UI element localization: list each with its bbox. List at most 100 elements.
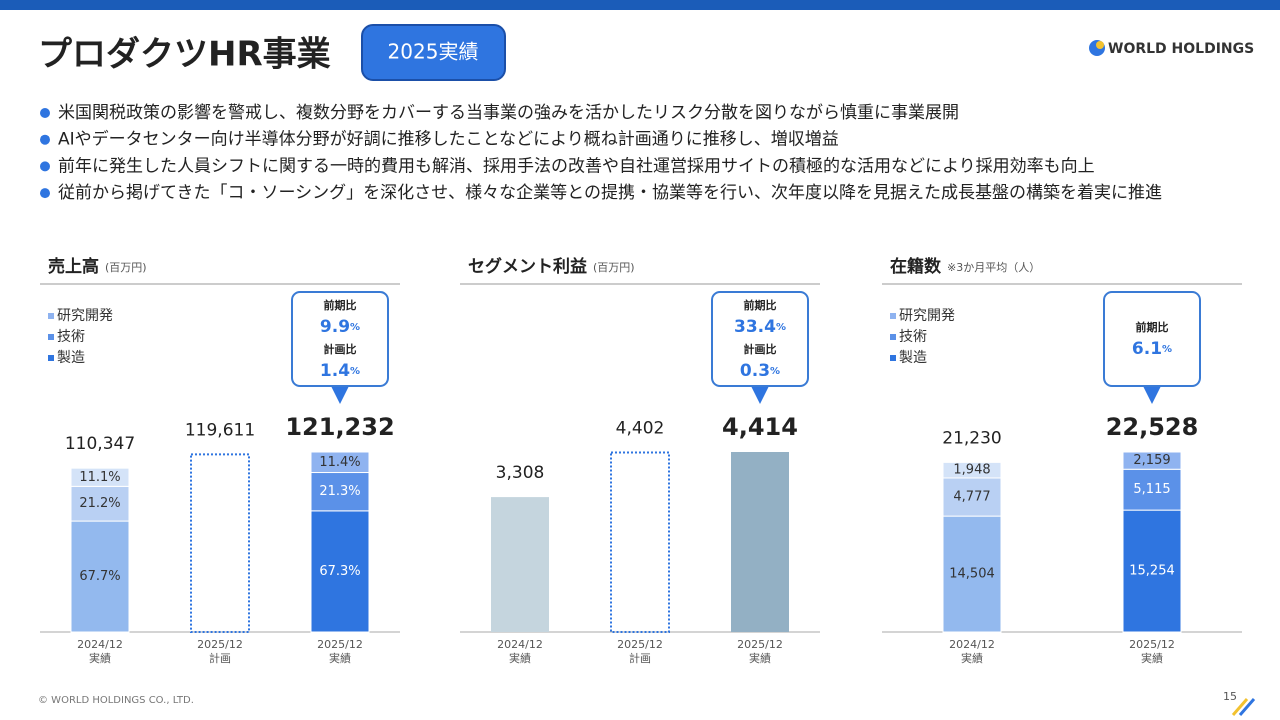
segment-label: 14,504 bbox=[949, 567, 995, 582]
bar-segment bbox=[310, 451, 370, 474]
x-tick-label: 2024/12 bbox=[77, 638, 123, 651]
callout-unit: % bbox=[350, 322, 360, 333]
bar-segment bbox=[70, 520, 130, 633]
bullet-dot bbox=[40, 188, 50, 199]
segment-label: 5,115 bbox=[1133, 482, 1170, 497]
x-tick-label: 2025/12 bbox=[737, 638, 783, 651]
segment-label: 15,254 bbox=[1129, 564, 1175, 579]
callout-value: 6.1% bbox=[1132, 339, 1172, 359]
callout-box bbox=[291, 291, 389, 387]
x-tick-label: 2024/12 bbox=[949, 638, 995, 651]
plan-bar bbox=[610, 451, 670, 633]
callout-label: 前期比 bbox=[324, 298, 357, 312]
bar-segment bbox=[942, 461, 1002, 479]
chart-title: 在籍数 bbox=[890, 256, 942, 277]
chart-subtitle: (百万円) bbox=[105, 261, 147, 274]
page-number: 15 bbox=[1223, 690, 1237, 703]
chart-title: 売上高 bbox=[48, 256, 99, 277]
callout-label: 計画比 bbox=[744, 342, 777, 356]
bullet-text: 前年に発生した人員シフトに関する一時的費用も解消、採用手法の改善や自社運営採用サ… bbox=[58, 156, 1095, 176]
bar-segment bbox=[942, 477, 1002, 517]
legend-label: 技術 bbox=[57, 329, 85, 345]
callout-unit: % bbox=[1162, 344, 1172, 355]
x-tick-note: 実績 bbox=[749, 651, 771, 665]
x-tick-label: 2025/12 bbox=[617, 638, 663, 651]
callout-number: 9.9 bbox=[320, 317, 350, 337]
callout-box bbox=[1103, 291, 1201, 387]
total-label: 121,232 bbox=[285, 413, 394, 441]
total-label: 22,528 bbox=[1106, 413, 1199, 441]
segment-label: 4,777 bbox=[953, 490, 990, 505]
x-tick-note: 実績 bbox=[89, 651, 111, 665]
total-label: 4,402 bbox=[616, 418, 665, 438]
total-label: 21,230 bbox=[942, 428, 1001, 448]
total-label: 110,347 bbox=[65, 434, 135, 454]
bullet-dot bbox=[40, 134, 50, 145]
bullet-text: 米国関税政策の影響を警戒し、複数分野をカバーする当事業の強みを活かしたリスク分散… bbox=[58, 103, 959, 123]
callout-unit: % bbox=[776, 322, 786, 333]
callout-value: 1.4% bbox=[320, 361, 360, 381]
callout-label: 計画比 bbox=[324, 342, 357, 356]
callout-pointer bbox=[1143, 386, 1161, 404]
x-tick-label: 2024/12 bbox=[497, 638, 543, 651]
legend-label: 研究開発 bbox=[57, 308, 113, 324]
bullet-dot bbox=[40, 161, 50, 172]
callout-pointer bbox=[751, 386, 769, 404]
segment-label: 67.3% bbox=[319, 564, 360, 579]
footer-mark bbox=[1238, 698, 1256, 716]
callout-unit: % bbox=[770, 366, 780, 377]
callout-pointer bbox=[331, 386, 349, 404]
badge-text: 2025実績 bbox=[388, 40, 479, 64]
legend-marker bbox=[890, 355, 896, 361]
callout-unit: % bbox=[350, 366, 360, 377]
legend-label: 技術 bbox=[899, 329, 927, 345]
callout-number: 6.1 bbox=[1132, 339, 1162, 359]
callout-number: 33.4 bbox=[734, 317, 776, 337]
logo: WORLD HOLDINGS bbox=[1108, 41, 1254, 57]
callout-label: 前期比 bbox=[744, 298, 777, 312]
footer-mark bbox=[1231, 698, 1249, 716]
x-tick-note: 実績 bbox=[509, 651, 531, 665]
total-label: 119,611 bbox=[185, 420, 255, 440]
legend-label: 製造 bbox=[899, 350, 927, 366]
plan-bar bbox=[190, 453, 250, 634]
callout-value: 0.3% bbox=[740, 361, 780, 381]
segment-label: 21.2% bbox=[79, 496, 120, 511]
callout-label: 前期比 bbox=[1136, 320, 1169, 334]
chart-subtitle: ※3か月平均（人） bbox=[947, 261, 1040, 274]
copyright: © WORLD HOLDINGS CO., LTD. bbox=[38, 695, 194, 706]
segment-label: 21.3% bbox=[319, 484, 360, 499]
bar bbox=[731, 452, 789, 632]
bullet-text: 従前から掲げてきた「コ・ソーシング」を深化させ、様々な企業等との提携・協業等を行… bbox=[58, 183, 1162, 203]
bar-segment bbox=[310, 510, 370, 633]
legend-marker bbox=[890, 313, 896, 319]
legend-marker bbox=[48, 355, 54, 361]
bar-segment bbox=[70, 485, 130, 522]
bar-segment bbox=[1122, 451, 1182, 470]
total-label: 4,414 bbox=[722, 413, 798, 441]
x-tick-label: 2025/12 bbox=[317, 638, 363, 651]
segment-label: 2,159 bbox=[1133, 453, 1170, 468]
legend-marker bbox=[48, 334, 54, 340]
total-label: 3,308 bbox=[496, 463, 545, 483]
bullet-text: AIやデータセンター向け半導体分野が好調に推移したことなどにより概ね計画通りに推… bbox=[58, 129, 839, 150]
page-title: プロダクツHR事業 bbox=[38, 35, 331, 75]
x-tick-note: 計画 bbox=[209, 651, 231, 665]
bar-segment bbox=[1122, 468, 1182, 511]
bar-segment bbox=[1122, 509, 1182, 633]
segment-label: 67.7% bbox=[79, 569, 120, 584]
chart-subtitle: (百万円) bbox=[593, 261, 635, 274]
callout-value: 33.4% bbox=[734, 317, 786, 337]
bar-segment bbox=[942, 515, 1002, 633]
segment-label: 1,948 bbox=[953, 463, 990, 478]
callout-number: 1.4 bbox=[320, 361, 350, 381]
legend-marker bbox=[48, 313, 54, 319]
callout-number: 0.3 bbox=[740, 361, 770, 381]
callout-box bbox=[711, 291, 809, 387]
x-tick-label: 2025/12 bbox=[197, 638, 243, 651]
legend-label: 研究開発 bbox=[899, 308, 955, 324]
badge bbox=[361, 24, 506, 81]
bar bbox=[491, 497, 549, 632]
x-tick-note: 実績 bbox=[1141, 651, 1163, 665]
